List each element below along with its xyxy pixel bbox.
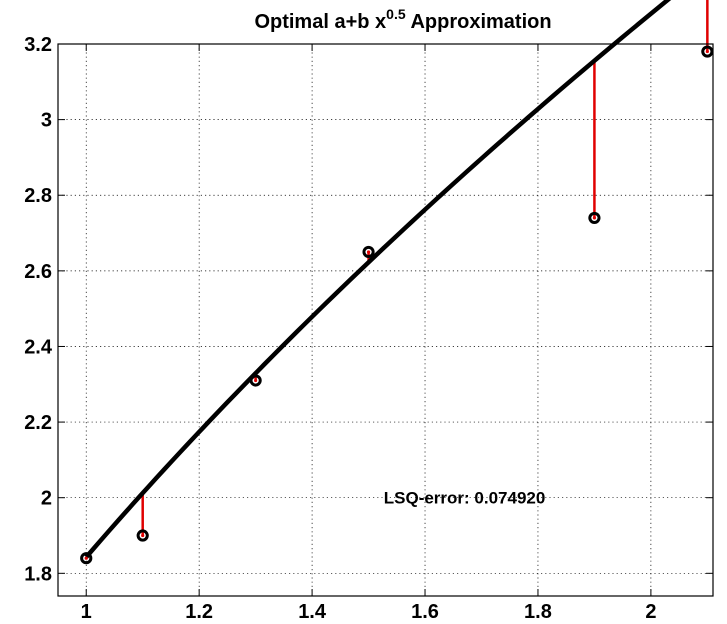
y-tick-label: 2.6 (24, 261, 52, 283)
data-point-center (141, 533, 145, 538)
data-point-center (705, 49, 709, 54)
data-point (249, 374, 262, 387)
y-tick-label: 3.2 (24, 34, 52, 56)
data-point-ring (362, 245, 375, 259)
data-point-ring (249, 374, 262, 387)
lsq-error-annotation: LSQ-error: 0.074920 (384, 489, 546, 508)
x-tick-label: 1.2 (185, 601, 213, 623)
data-point-center (84, 556, 88, 560)
data-point-ring (701, 45, 714, 58)
ticks: 1 1.2 1.4 1.6 1.8 2 1.8 2 2.2 2.4 2.6 2.8 3 3.2 (24, 34, 713, 623)
x-tick-label: 1 (81, 601, 92, 623)
chart-title-tail: Approximation (406, 11, 552, 33)
data-point (701, 45, 714, 58)
y-tick-label: 1.8 (24, 563, 52, 585)
x-tick-label: 1.6 (411, 601, 439, 623)
chart-title-main: Optimal a+b x (254, 11, 386, 33)
data-point-center (366, 250, 371, 254)
x-tick-label: 1.8 (524, 601, 552, 623)
data-point-ring (588, 211, 601, 225)
y-tick-label: 2.4 (24, 336, 53, 358)
data-point-center (592, 216, 597, 220)
data-point-ring (136, 529, 149, 542)
data-point (362, 245, 375, 259)
chart-title: Optimal a+b x0.5 Approximation (254, 6, 551, 33)
residuals (84, 0, 709, 559)
data-point-center (254, 378, 258, 383)
fit-line (84, 0, 672, 559)
y-tick-label: 2.8 (24, 185, 52, 207)
data-point (588, 211, 601, 225)
x-tick-label: 2 (645, 601, 656, 623)
data-points (80, 45, 714, 565)
data-point-ring (80, 552, 93, 565)
y-tick-label: 2.2 (24, 412, 52, 434)
chart-title-superscript: 0.5 (386, 6, 406, 22)
y-tick-label: 2 (41, 488, 52, 510)
data-point (136, 529, 149, 542)
x-tick-label: 1.4 (298, 601, 327, 623)
data-point (80, 552, 93, 565)
y-tick-label: 3 (41, 110, 52, 132)
plot-area-frame (57, 43, 714, 597)
grid (58, 43, 713, 596)
